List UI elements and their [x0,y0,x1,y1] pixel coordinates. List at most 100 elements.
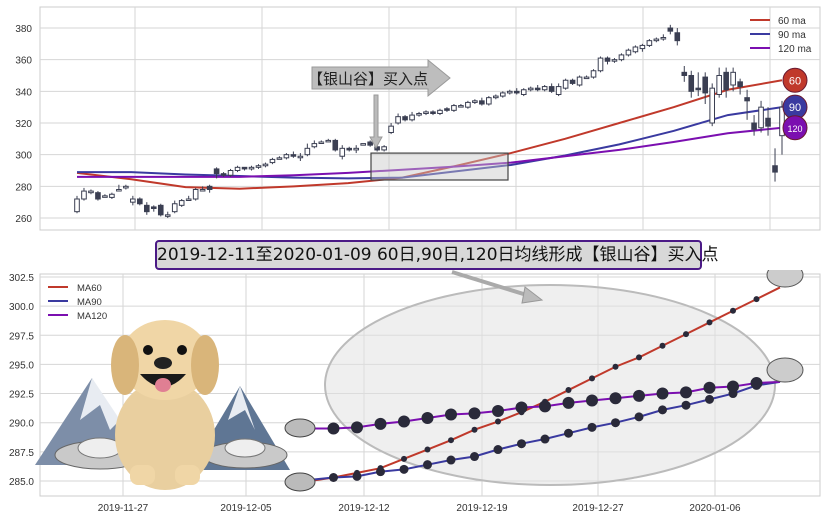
candle-body [81,190,87,200]
y-tick-label: 290.0 [9,419,34,430]
legend-label: MA60 [77,283,102,294]
candlestick [548,83,555,93]
candle-body [220,173,227,176]
y-tick-label: 285.0 [9,477,34,488]
candle-body [102,195,108,198]
candlestick [423,110,429,116]
candlestick [102,194,108,198]
candlestick [88,189,94,195]
candle-body [381,146,387,151]
data-point-MA120 [680,386,692,399]
data-point-MA120 [703,381,716,394]
y-tick-label: 280 [15,182,32,193]
candlestick [220,172,227,177]
candlestick [297,153,304,161]
data-point-MA90 [517,439,526,449]
candlestick [171,200,178,214]
candlestick [562,78,569,90]
candle-body [765,117,771,127]
candlestick [541,85,548,92]
candlestick [276,156,283,160]
candlestick [646,39,653,47]
data-point-MA90 [658,405,667,415]
x-tick-label: 2019-12-19 [456,503,508,514]
candle-body [646,40,653,46]
down-arrow-icon [369,94,383,150]
candle-body [639,44,646,50]
candlestick [465,100,471,109]
ingot-marker-icons [284,270,804,492]
data-point-MA120 [398,415,410,428]
candle-body [123,185,129,189]
candle-body [164,214,171,217]
candlestick [688,70,695,98]
candle-body [430,111,436,114]
candlestick [493,94,499,100]
candlestick [381,145,387,152]
data-point-MA60 [424,446,431,453]
data-point-MA120 [656,387,669,400]
data-point-MA120 [445,408,457,421]
candle-body [395,116,401,124]
candle-body [465,101,471,108]
candlestick [81,187,87,201]
candlestick [667,24,674,35]
candle-body [527,87,534,91]
data-point-MA90 [634,412,644,422]
silver-valley-region-box [370,152,509,181]
candle-body [618,54,625,61]
candle-body [234,166,241,171]
data-point-MA120 [586,394,598,407]
candlestick [304,143,311,157]
candlestick [716,67,722,98]
buy-point-arrow-label: 【银山谷】买入点 [308,58,451,150]
candle-body [437,109,443,115]
candle-body [702,76,709,94]
candlestick [723,67,729,98]
data-point-MA120 [374,417,387,430]
candlestick [367,140,373,147]
candle-body [576,76,583,86]
candle-body [339,147,346,157]
candle-body [569,79,576,84]
x-tick-label: 2019-11-27 [98,503,149,514]
candlestick [311,140,318,149]
candle-body [486,97,492,105]
data-point-MA60 [448,437,454,444]
data-point-MA120 [468,407,481,420]
legend-label: 60 ma [778,16,806,27]
y-tick-label: 320 [15,119,32,130]
candlestick [444,107,450,112]
candlestick [192,187,199,201]
candlestick [178,199,185,207]
candle-body [283,154,290,159]
candlestick [751,115,757,136]
candle-body [758,106,764,129]
candlestick [597,56,604,73]
y-tick-label: 260 [15,214,32,225]
candlestick [604,56,611,65]
candle-body [667,27,674,32]
candlestick [199,186,206,192]
candle-body [772,165,778,173]
data-point-MA120 [492,405,504,418]
data-point-MA120 [351,421,363,434]
candle-body [737,81,743,88]
candle-body [150,206,157,210]
data-point-MA90 [564,428,573,438]
candle-body [611,59,618,62]
x-tick-label: 2019-12-27 [572,503,624,514]
marker-circle [782,67,808,93]
data-point-MA90 [399,464,409,474]
candle-body [548,86,555,92]
candlestick [458,104,464,108]
candle-body [744,97,750,102]
y-tick-label: 360 [15,56,32,67]
data-point-MA90 [681,400,691,410]
candle-body [367,141,373,146]
x-tick-label: 2019-12-12 [338,503,390,514]
data-point-MA120 [539,400,551,413]
candle-body [513,90,520,94]
candlestick [437,108,443,116]
candlestick [213,167,220,179]
